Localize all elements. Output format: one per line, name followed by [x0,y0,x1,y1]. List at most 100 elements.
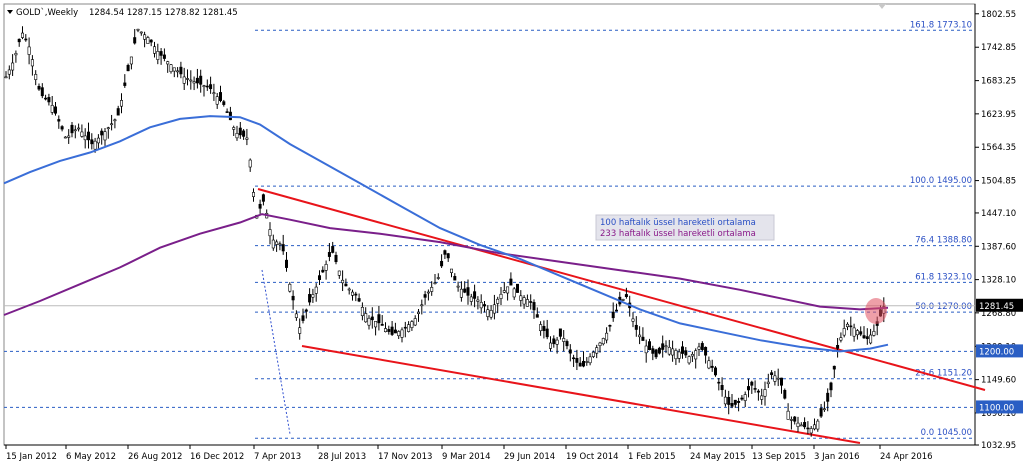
x-tick-label: 6 May 2012 [66,452,116,462]
ema-233-line [3,213,889,316]
price-tag-label: 1281.45 [979,302,1014,312]
candle-body [723,396,727,405]
candle-body [87,131,91,141]
candle-body [40,87,44,97]
y-tick-label: 1328.10 [981,276,1016,286]
candle-body [614,309,618,312]
ema-100-line [3,115,889,353]
candle-body [446,253,450,259]
candle-body [126,64,130,72]
candle-body [776,377,780,380]
candle-body [492,304,496,314]
candle-body [4,76,8,79]
candle-body [370,316,374,321]
candle-body [116,108,120,116]
candle-body [535,314,539,318]
candle-body [205,85,209,88]
candle-body [512,288,516,298]
candle-body [479,302,483,309]
candle-body [7,69,11,75]
candle-body [839,337,843,341]
candle-body [149,39,153,43]
candle-body [387,329,391,332]
candle-body [298,327,302,334]
price-tag-label: 1100.00 [979,403,1014,413]
candle-body [367,317,371,326]
candle-body [812,424,816,430]
candle-body [357,298,361,302]
candle-body [845,323,849,328]
candle-body [829,382,833,391]
candle-body [466,287,470,296]
highlight-marker [865,298,887,324]
candle-body [377,314,381,324]
price-tag-bg [976,298,1023,312]
candle-body [63,136,67,139]
candle-body [806,427,810,430]
candle-body [595,347,599,354]
candle-body [661,343,665,350]
candle-body [644,345,648,354]
x-axis: 15 Jan 2012 6 May 2012 26 Aug 2012 16 Dec 2… [5,445,933,462]
candle-body [832,365,836,370]
descending-channel [257,188,986,444]
candle-body [430,287,434,292]
candle-body [129,56,133,65]
candle-body [215,96,219,105]
price-tags: 1281.45 1200.00 1100.00 [976,298,1023,414]
candle-body [552,338,556,345]
candle-body [407,324,411,332]
candle-body [671,348,675,356]
candle-body [242,130,246,137]
candle-body [360,307,364,317]
scroll-marker-icon[interactable] [878,4,886,9]
candle-body [67,135,71,138]
candle-body [515,283,519,293]
y-tick-label: 1032.95 [981,441,1016,451]
candle-body [133,37,137,44]
candle-body [245,137,249,140]
candle-body [380,323,384,326]
candle-body [179,66,183,75]
candle-body [354,293,358,296]
y-tick-label: 1564.35 [981,143,1016,153]
candle-body [83,135,87,141]
candle-body [674,350,678,360]
candle-body [30,59,34,67]
candle-body [77,127,81,130]
candle-body [727,396,731,405]
candle-body [525,299,529,307]
candle-body [631,318,635,322]
candle-body [469,296,473,302]
candle-body [73,129,77,132]
candle-body [156,51,160,60]
x-tick-label: 15 Jan 2012 [6,452,57,462]
y-tick-label: 1387.60 [981,242,1016,252]
candle-body [819,408,823,417]
candle-body [753,388,757,390]
candle-body [199,75,203,85]
candle-body [865,336,869,340]
candle-body [308,294,312,303]
candle-body [453,276,457,281]
candle-body [489,310,493,318]
candle-body [575,357,579,363]
fib-level-label: 61.8 1323.10 [915,272,972,282]
price-tag-bg [976,400,1023,414]
candle-body [258,203,262,209]
candle-body [766,381,770,385]
candle-body [34,74,38,80]
candle-body [555,339,559,345]
candle-body [545,328,549,338]
candle-body [568,349,572,354]
x-tick-label: 9 Mar 2014 [442,452,490,462]
candle-body [334,254,338,263]
candle-body [548,342,552,349]
candle-body [252,192,256,197]
dropdown-arrow-icon[interactable] [7,10,13,14]
x-tick-label: 3 Jan 2016 [814,452,860,462]
candle-body [690,354,694,357]
candle-body [519,295,523,301]
candle-body [578,362,582,367]
